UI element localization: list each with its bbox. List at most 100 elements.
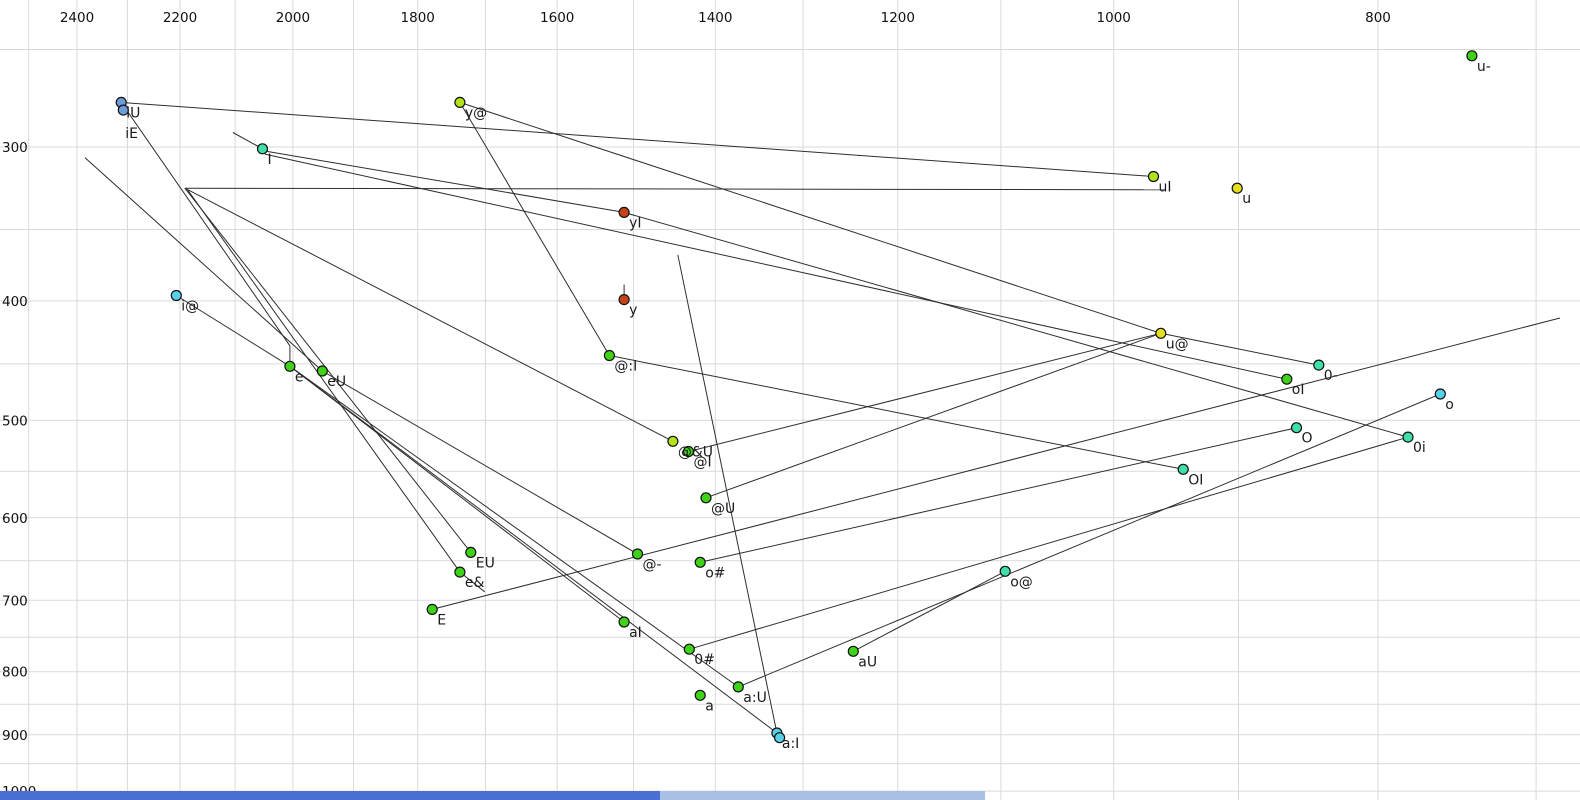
y-tick-300: 300: [2, 140, 28, 156]
vowel-label-u-: u-: [1477, 59, 1491, 75]
vowel-label-e: e: [295, 369, 304, 385]
vowel-label-EU: EU: [476, 555, 495, 571]
diphthong-trajectory-lines: [84, 101, 1561, 734]
vowel-point-I: [256, 143, 269, 155]
trajectory-line-9: [184, 187, 1165, 191]
vowel-label-E: E: [437, 612, 446, 628]
vowel-point-o: [1434, 388, 1446, 400]
vowel-point-@:I: [603, 349, 616, 362]
vowel-label-y@: y@: [465, 105, 487, 121]
vowel-label-yI: yI: [629, 215, 641, 231]
vowel-label-aI: aI: [629, 625, 642, 641]
vowel-label-o: o: [1445, 397, 1454, 413]
trajectory-line-19: [700, 427, 1297, 563]
vowel-point-oI: [1281, 373, 1293, 385]
vowel-point-O: [1290, 422, 1303, 434]
vowel-label-e&: e&: [465, 575, 485, 591]
vowel-label-i@: i@: [181, 299, 199, 315]
x-tick-2200: 2200: [163, 10, 197, 26]
vowel-label-a:U: a:U: [743, 690, 767, 706]
vowel-point-a: [694, 689, 706, 701]
vowel-label-y: y: [629, 303, 637, 319]
vowel-point-u: [1231, 182, 1243, 194]
vowel-point-unlabeled: [773, 732, 786, 744]
vowel-point-u-: [1466, 50, 1478, 62]
vowel-label-iU: iU: [126, 105, 140, 121]
trajectory-line-7: [459, 102, 610, 356]
trajectory-line-23: [609, 355, 1184, 470]
x-tick-1400: 1400: [698, 10, 732, 26]
trajectory-line-29: [289, 365, 778, 734]
trajectory-line-26: [432, 317, 1561, 610]
trajectory-line-28: [289, 365, 739, 688]
selection-bar[interactable]: [0, 791, 985, 800]
vowel-label-@U: @U: [711, 501, 735, 517]
trajectory-line-4: [232, 132, 263, 150]
vowel-point-labels: iU iE Iy@ u-uI u yI y i@ e eU @:I u@ 0- oI o O 0i @&U@I OI…: [125, 59, 1491, 752]
trajectory-line-15: [705, 332, 1161, 499]
trajectory-line-20: [853, 570, 1006, 652]
vowel-label-@-: @-: [643, 557, 662, 573]
vowel-point-aU: [847, 645, 859, 657]
x-tick-1800: 1800: [401, 10, 435, 26]
x-tick-1000: 1000: [1097, 10, 1131, 26]
vowel-label-@&U: @&U: [678, 444, 713, 460]
vowel-point-@U: [700, 492, 712, 504]
vowel-points: [115, 50, 1478, 744]
vowel-point-0i: [1402, 431, 1414, 443]
trajectory-line-5: [262, 150, 625, 213]
vowel-point-a:U: [732, 681, 744, 693]
trajectory-line-16: [688, 332, 1161, 452]
y-tick-900: 900: [2, 728, 28, 744]
vowel-label-@:I: @:I: [614, 359, 637, 375]
x-tick-2400: 2400: [60, 10, 94, 26]
vowel-point-y@: [454, 96, 466, 109]
y-tick-400: 400: [2, 294, 28, 310]
vowel-point-@&U: [667, 435, 679, 447]
vowel-label-@I: @I: [694, 455, 712, 471]
trajectory-line-3: [176, 295, 291, 367]
vowel-label-o@: o@: [1010, 574, 1033, 590]
trajectory-line-24: [677, 254, 778, 734]
vowel-label-o#: o#: [705, 565, 725, 581]
vowel-label-0#: 0#: [694, 652, 715, 668]
vowel-label-oI: oI: [1292, 382, 1305, 398]
vowel-point-@I: [682, 445, 695, 458]
trajectory-line-10: [184, 187, 674, 442]
x-tick-1200: 1200: [881, 10, 915, 26]
vowel-point-o@: [999, 565, 1011, 577]
vowel-point-0#: [683, 643, 695, 655]
vowel-point-y: [618, 294, 630, 306]
trajectory-line-22: [689, 436, 1409, 650]
vowel-label-OI: OI: [1188, 472, 1203, 488]
y-tick-800: 800: [2, 665, 28, 681]
vowel-point-eU: [316, 365, 328, 377]
trajectory-line-17: [1160, 332, 1319, 366]
vowel-point-e&: [454, 566, 466, 578]
vowel-label-0-: 0-: [1324, 368, 1338, 384]
vowel-label-u: u: [1242, 191, 1251, 207]
selection-left[interactable]: [0, 791, 660, 800]
vowel-label-I: I: [268, 152, 272, 168]
vowel-label-eU: eU: [327, 374, 346, 390]
x-tick-1600: 1600: [540, 10, 574, 26]
trajectory-line-12: [187, 189, 461, 573]
vowel-label-O: O: [1302, 431, 1313, 447]
trajectory-line-6: [264, 153, 1287, 380]
vowel-point-aI: [618, 616, 630, 628]
vowel-point-iE: [117, 104, 129, 116]
vowel-point-@-: [631, 548, 644, 560]
vowel-label-0i: 0i: [1413, 440, 1426, 456]
y-tick-500: 500: [2, 413, 28, 429]
trajectory-line-13: [84, 157, 323, 372]
trajectory-line-27: [289, 365, 625, 623]
vowel-point-0-: [1313, 359, 1325, 371]
x-tick-2000: 2000: [276, 10, 310, 26]
vowel-label-iE: iE: [125, 126, 138, 142]
selection-right[interactable]: [660, 791, 985, 800]
trajectory-line-0: [121, 101, 1154, 177]
trajectory-line-21: [738, 393, 1441, 688]
